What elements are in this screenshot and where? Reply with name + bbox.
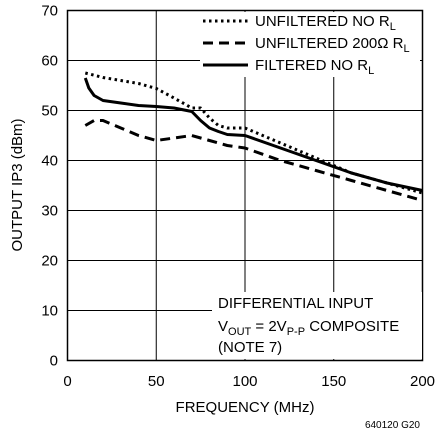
y-tick-label: 20 bbox=[41, 253, 58, 270]
annotation-line-1: DIFFERENTIAL INPUT bbox=[218, 295, 373, 312]
y-tick-label: 50 bbox=[41, 103, 58, 120]
x-tick-label: 50 bbox=[148, 373, 165, 390]
series-line-filtered-no-rl bbox=[83, 77, 423, 192]
annotation-line-3: (NOTE 7) bbox=[218, 339, 282, 356]
series-line-unfiltered-200-rl bbox=[84, 119, 423, 202]
annotation-line-2: VOUT = 2VP-P COMPOSITE bbox=[218, 318, 399, 338]
y-tick-label: 10 bbox=[41, 303, 58, 320]
annotation-background bbox=[212, 292, 422, 359]
y-tick-label: 40 bbox=[41, 153, 58, 170]
x-tick-label: 150 bbox=[321, 373, 346, 390]
plot-frame bbox=[66, 9, 424, 362]
legend-label-filtered-no-rl: FILTERED NO RL bbox=[255, 57, 374, 77]
x-axis-label: FREQUENCY (MHz) bbox=[176, 399, 315, 416]
legend-label-unfiltered-200-rl: UNFILTERED 200Ω RL bbox=[255, 35, 410, 55]
y-tick-label: 70 bbox=[41, 3, 58, 20]
figure-code: 640120 G20 bbox=[365, 420, 420, 431]
legend: UNFILTERED NO RL UNFILTERED 200Ω RL FILT… bbox=[200, 12, 420, 77]
y-tick-label: 60 bbox=[41, 53, 58, 70]
y-tick-label: 30 bbox=[41, 203, 58, 220]
series-line-unfiltered-no-rl bbox=[84, 71, 423, 195]
x-tick-label: 100 bbox=[232, 373, 257, 390]
y-axis-label: OUTPUT IP3 (dBm) bbox=[9, 118, 26, 251]
y-tick-label: 0 bbox=[50, 353, 58, 370]
x-tick-label: 200 bbox=[410, 373, 435, 390]
legend-label-unfiltered-no-rl: UNFILTERED NO RL bbox=[255, 13, 396, 33]
annotation-box: DIFFERENTIAL INPUT VOUT = 2VP-P COMPOSIT… bbox=[212, 292, 422, 359]
x-tick-label: 0 bbox=[63, 373, 71, 390]
series-layer bbox=[83, 71, 423, 202]
tick-labels: 0 50 100 150 200 0 10 20 30 40 50 60 70 bbox=[41, 3, 435, 391]
